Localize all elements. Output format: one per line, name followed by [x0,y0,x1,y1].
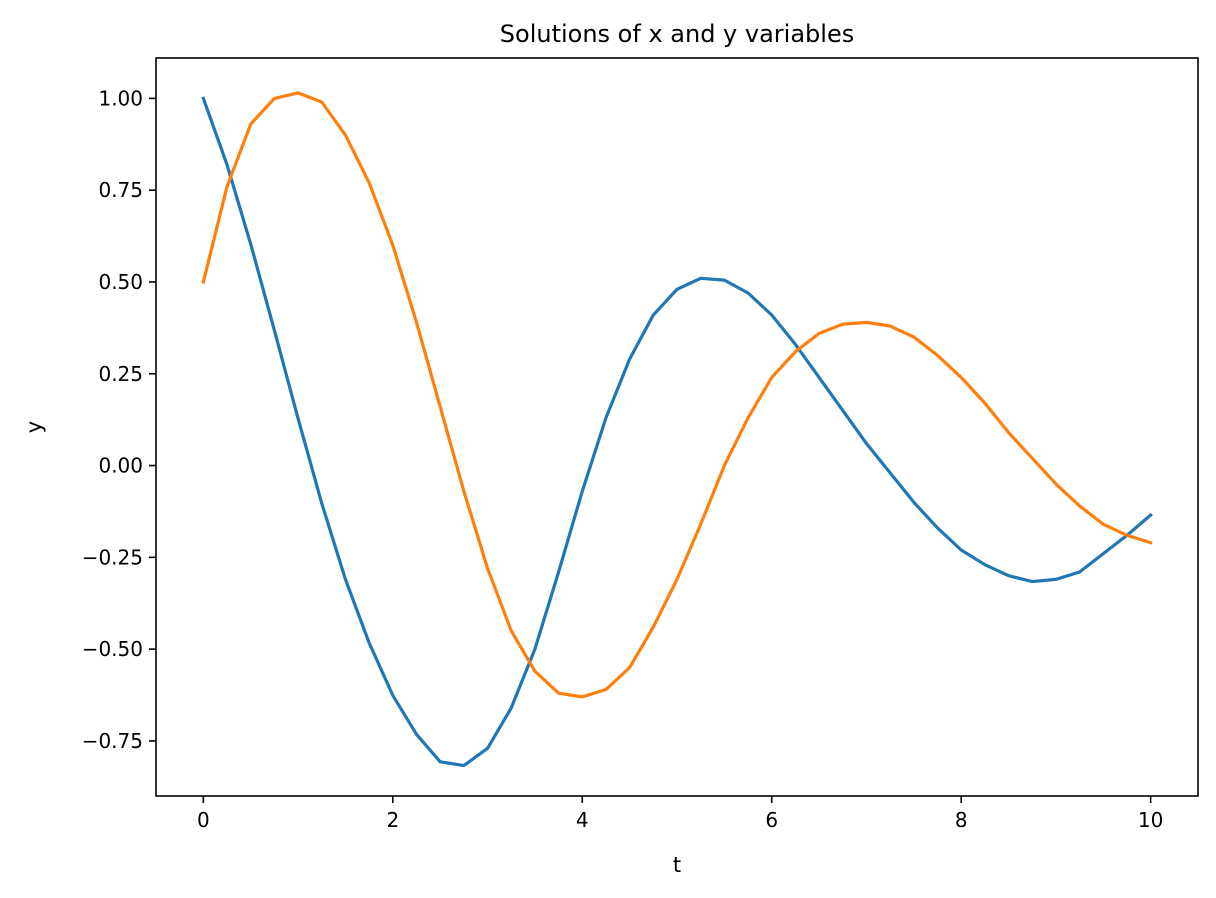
x-axis-ticks: 0 2 4 6 8 10 [197,796,1163,832]
y-tick-label: 0.50 [98,270,143,294]
x-tick-label: 4 [576,808,589,832]
x-tick-label: 0 [197,808,210,832]
x-axis-label: t [673,853,681,877]
series-line-2 [201,91,1153,699]
y-tick-label: 0.00 [98,454,143,478]
series-layer [201,91,1153,768]
x-tick-label: 8 [955,808,968,832]
series-line-1 [201,96,1153,768]
y-tick-label: 0.25 [98,362,143,386]
y-axis-ticks: 1.00 0.75 0.50 0.25 0.00 −0.25 −0.50 −0.75 [82,86,156,753]
y-tick-label: −0.75 [82,729,143,753]
x-tick-label: 6 [765,808,778,832]
y-tick-label: −0.25 [82,545,143,569]
y-axis-label: y [22,421,46,433]
y-tick-label: 0.75 [98,178,143,202]
plot-frame [155,57,1199,797]
y-tick-label: 1.00 [98,86,143,110]
x-tick-label: 10 [1138,808,1163,832]
chart-title: Solutions of x and y variables [500,20,854,48]
y-tick-label: −0.50 [82,637,143,661]
x-tick-label: 2 [386,808,399,832]
